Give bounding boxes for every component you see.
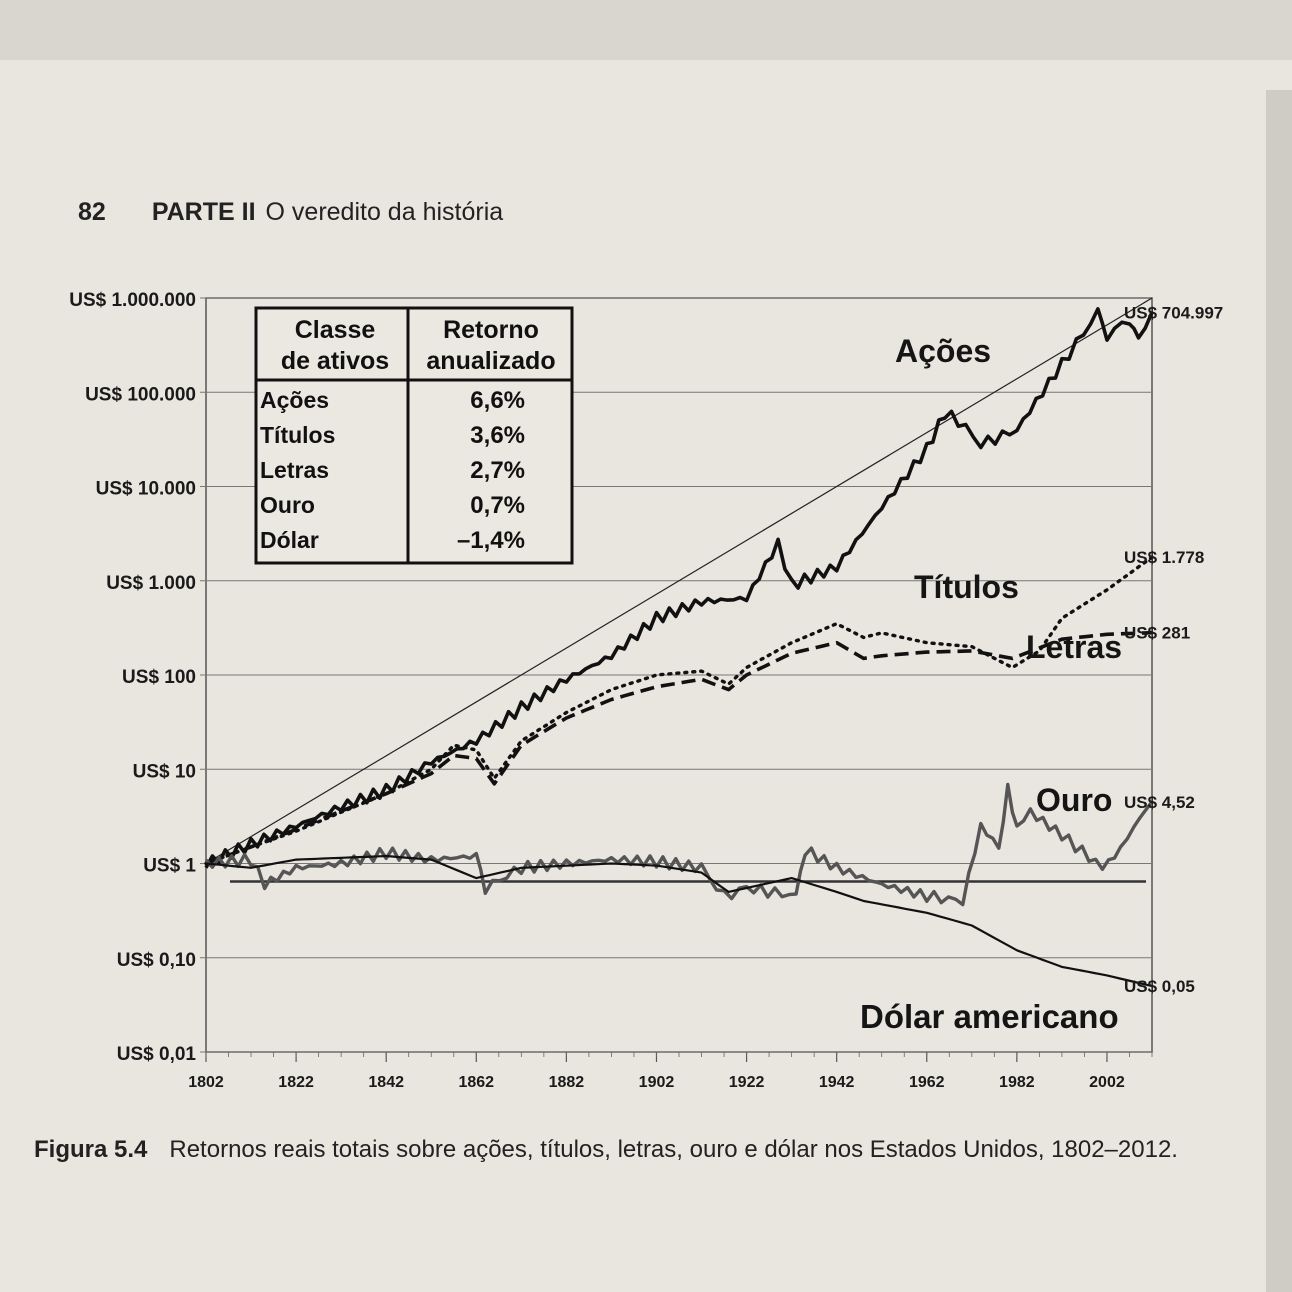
table-return-cell: 0,7% [470,492,525,519]
y-tick-label: US$ 0,01 [117,1044,197,1065]
table-return-cell: 3,6% [470,422,525,449]
page-number: 82 [78,198,106,226]
table-header-cell: Classe [295,316,376,344]
x-tick-label: 1982 [999,1074,1035,1091]
bills-line [205,630,1153,866]
stocks-trend-line [205,297,1153,865]
end-value-label: US$ 704.997 [1124,303,1223,322]
end-value-label: US$ 281 [1124,624,1190,643]
series-label: Letras [1026,629,1122,665]
y-tick-label: US$ 100 [122,667,196,688]
x-tick-label: 1862 [458,1074,494,1091]
x-tick-label: 2002 [1089,1074,1125,1091]
table-asset-cell: Títulos [260,422,335,448]
book-page [0,60,1292,1292]
figure-caption-text: Retornos reais totais sobre ações, títul… [169,1136,1178,1163]
x-tick-label: 1842 [368,1074,404,1091]
dollar-line [205,854,1153,988]
y-tick-label: US$ 1.000 [106,573,196,594]
end-value-label: US$ 4,52 [1124,793,1195,812]
x-tick-label: 1822 [278,1074,314,1091]
x-tick-label: 1902 [639,1074,675,1091]
series-label: Ouro [1036,782,1112,818]
series-label: Títulos [914,569,1019,605]
table-return-cell: 2,7% [470,457,525,484]
figure-label: Figura 5.4 [34,1136,148,1163]
x-tick-label: 1882 [549,1074,585,1091]
stocks-line [204,307,1154,869]
table-return-cell: –1,4% [457,527,525,554]
x-tick-label: 1962 [909,1074,945,1091]
y-tick-label: US$ 1.000.000 [69,290,196,311]
table-asset-cell: Letras [260,457,329,483]
x-tick-label: 1802 [188,1074,224,1091]
x-tick-label: 1942 [819,1074,855,1091]
part-title: O veredito da história [265,198,504,226]
part-label: PARTE II [151,198,256,226]
table-return-cell: 6,6% [470,387,525,414]
page-header: 82 PARTE II O veredito da história [78,198,503,227]
page-edge [1266,90,1292,1292]
y-tick-label: US$ 10.000 [96,479,196,500]
end-value-label: US$ 1.778 [1124,548,1204,567]
y-tick-label: US$ 100.000 [85,384,196,405]
table-header-cell: de ativos [281,347,389,375]
table-header-cell: Retorno [443,316,539,344]
y-tick-label: US$ 10 [133,761,196,782]
table-asset-cell: Dólar [260,527,319,553]
bonds-line [204,555,1154,866]
table-header-cell: anualizado [426,347,555,375]
x-tick-label: 1922 [729,1074,765,1091]
y-tick-label: US$ 1 [143,856,196,877]
table-asset-cell: Ouro [260,492,315,518]
series-label: Dólar americano [860,998,1119,1035]
figure-caption: Figura 5.4 Retornos reais totais sobre aç… [34,1134,1274,1165]
y-tick-label: US$ 0,10 [117,950,196,971]
table-asset-cell: Ações [260,387,329,413]
end-value-label: US$ 0,05 [1124,977,1195,996]
series-label: Ações [895,333,991,369]
inset-table-frame [254,306,574,565]
